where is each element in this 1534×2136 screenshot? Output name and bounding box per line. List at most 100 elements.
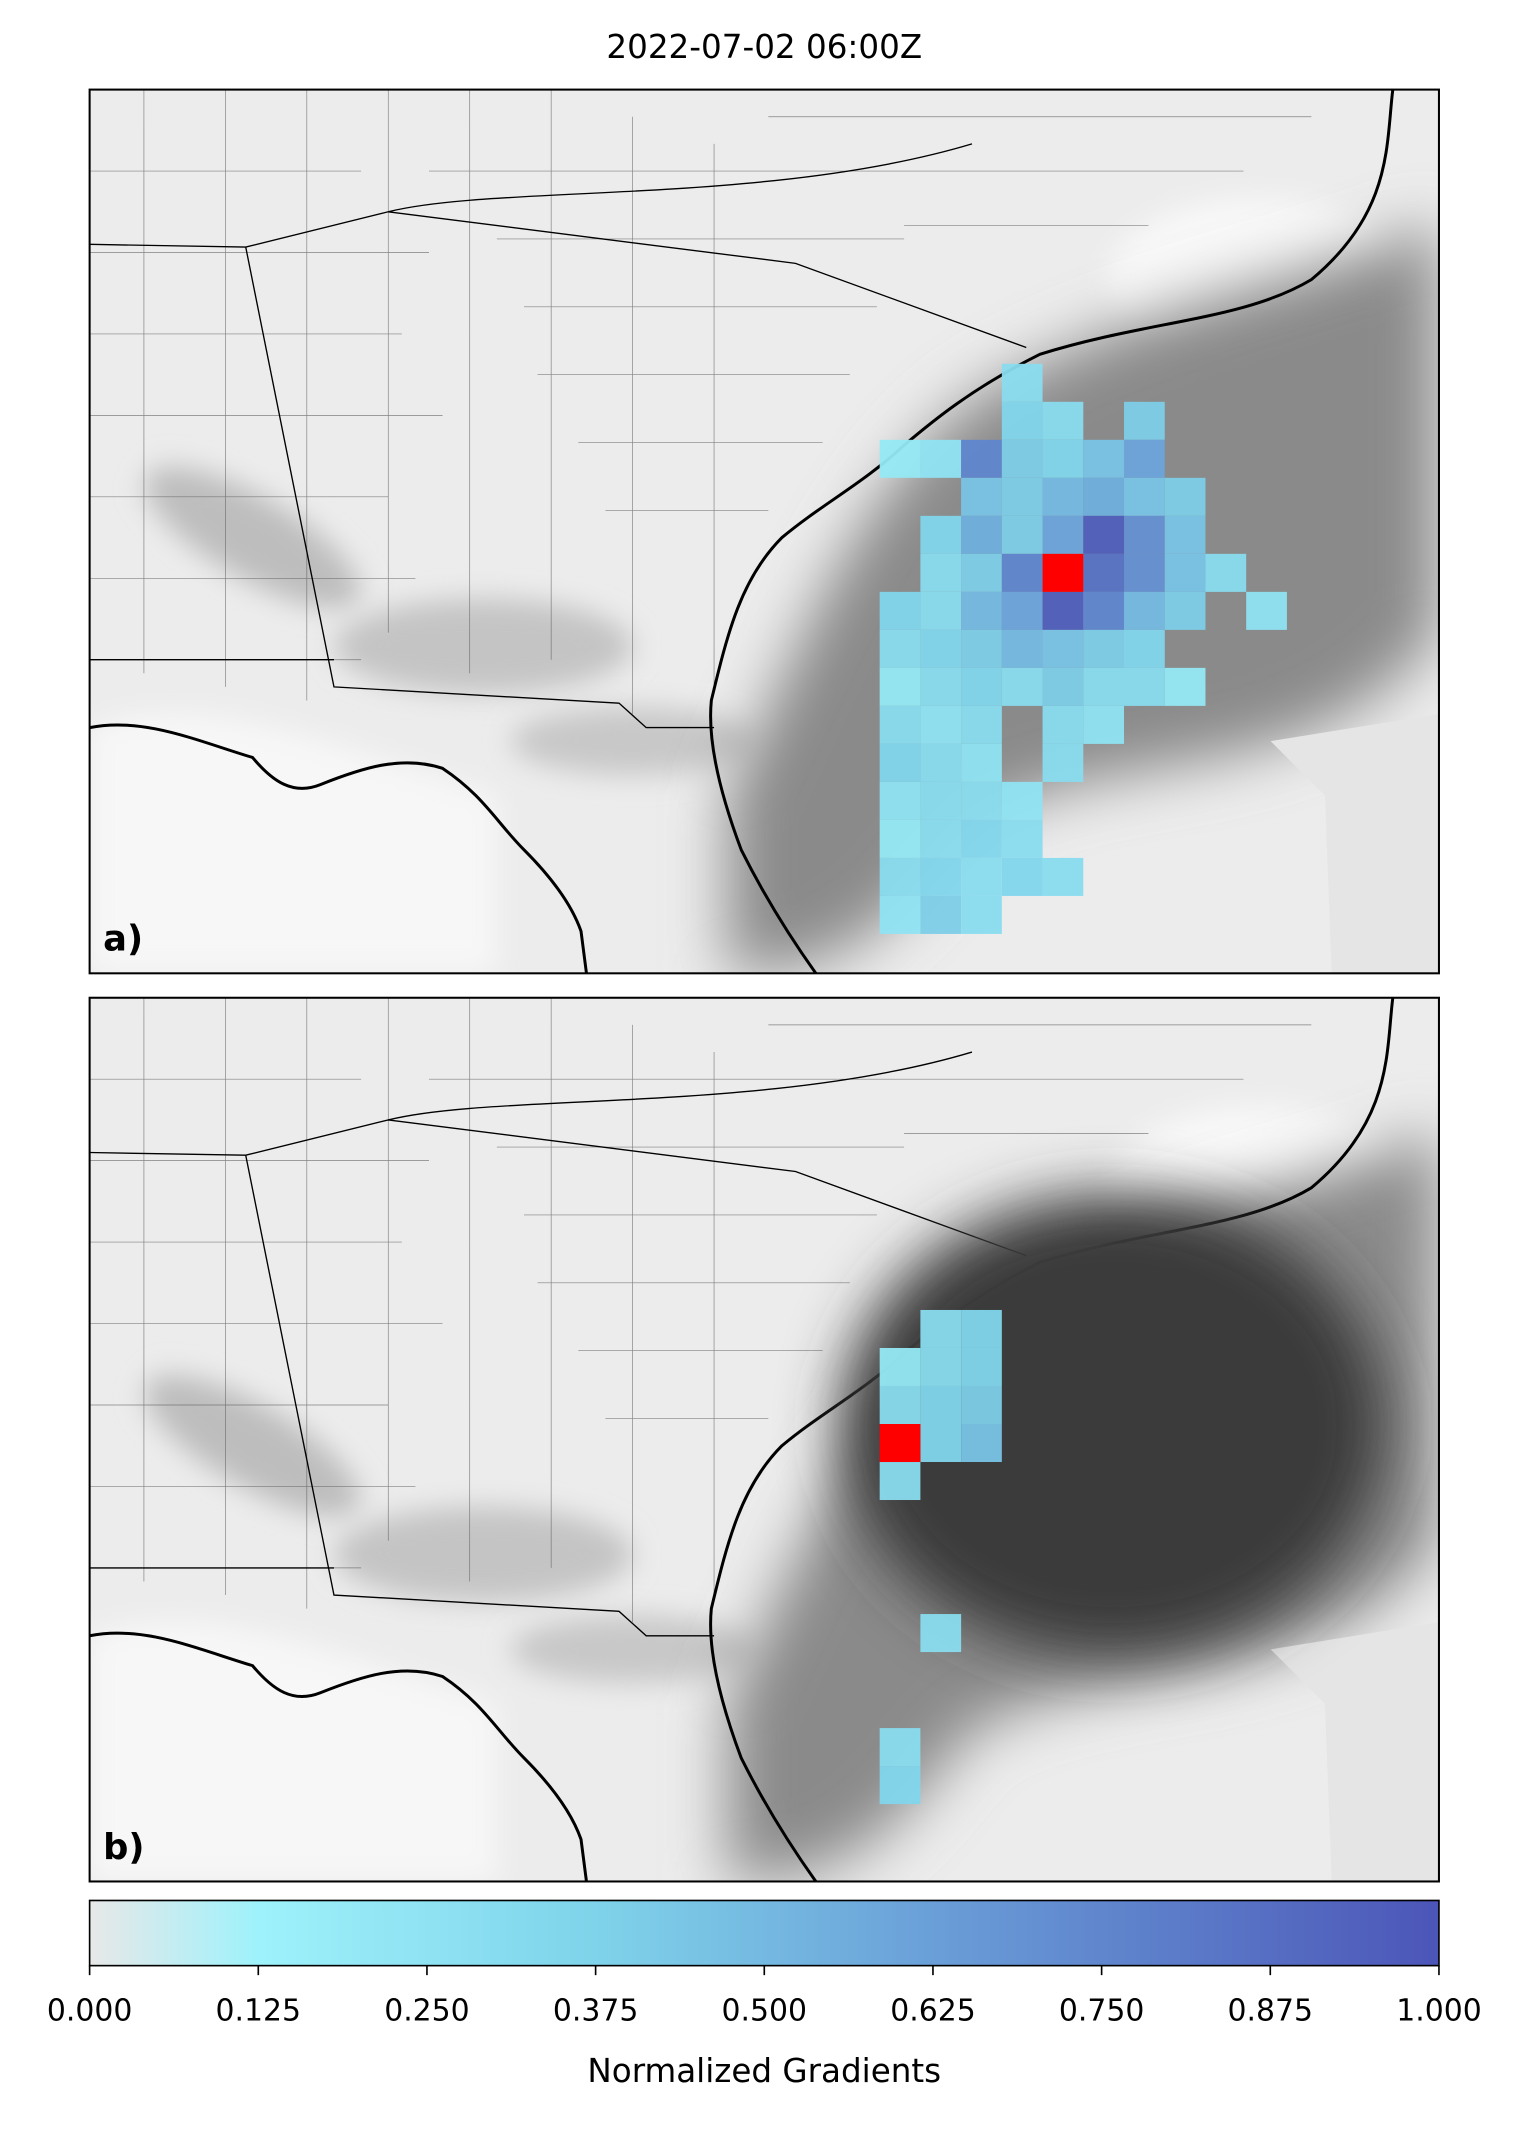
gradient-cell	[1246, 591, 1287, 630]
gradient-cell	[920, 667, 962, 706]
gradient-cell	[1042, 705, 1084, 744]
highlight-cell	[879, 1424, 921, 1463]
gradient-cell	[920, 439, 962, 478]
gradient-cell	[920, 591, 962, 630]
gradient-cell	[1164, 591, 1206, 630]
gradient-cell	[1083, 439, 1125, 478]
colorbar-tick-label: 0.625	[890, 1993, 975, 2028]
gradient-cell	[1083, 515, 1125, 554]
gradient-cell	[1164, 667, 1206, 706]
gradient-cell	[879, 1385, 921, 1424]
figure-title: 2022-07-02 06:00Z	[606, 28, 922, 66]
colorbar-tick-label: 0.875	[1228, 1993, 1313, 2028]
gradient-cell	[1164, 553, 1206, 592]
gradient-cell	[961, 1347, 1002, 1386]
gradient-cell	[1001, 553, 1043, 592]
gradient-cell	[879, 705, 921, 744]
gradient-cell	[1001, 819, 1043, 858]
panel-frame	[88, 88, 1440, 975]
gradient-cell	[1124, 439, 1165, 478]
gradient-cell	[1124, 629, 1165, 668]
colorbar-tick-label: 0.750	[1059, 1993, 1144, 2028]
gradient-cell	[879, 1728, 921, 1767]
gradient-cell	[1001, 515, 1043, 554]
gradient-cell	[879, 439, 921, 478]
gradient-cell	[961, 667, 1002, 706]
gradient-cell	[1083, 591, 1125, 630]
colorbar	[88, 1899, 1440, 1967]
heatmap-cells	[879, 1309, 1002, 1805]
gradient-cell	[1042, 401, 1084, 440]
gradient-cell	[1001, 667, 1043, 706]
gradient-cell	[1042, 629, 1084, 668]
gradient-cell	[1083, 553, 1125, 592]
gradient-cell	[879, 629, 921, 668]
gradient-cell	[920, 895, 962, 934]
gradient-cell	[1083, 477, 1125, 516]
gradient-cell	[1205, 553, 1247, 592]
colorbar-tick-label: 0.000	[47, 1993, 132, 2028]
gradient-cell	[1042, 743, 1084, 782]
gradient-cell	[920, 1309, 962, 1348]
heatmap-cells	[879, 363, 1287, 934]
gradient-cell	[1001, 629, 1043, 668]
gradient-cell	[920, 1385, 962, 1424]
gradient-cell	[961, 781, 1002, 820]
colorbar-tick-label: 0.500	[722, 1993, 807, 2028]
gradient-cell	[1001, 857, 1043, 896]
gradient-cell	[879, 743, 921, 782]
colorbar-label: Normalized Gradients	[587, 2052, 941, 2090]
gradient-cell	[879, 895, 921, 934]
gradient-cell	[961, 591, 1002, 630]
gradient-cell	[1001, 781, 1043, 820]
gradient-cell	[920, 705, 962, 744]
highlight-cell	[1042, 553, 1084, 592]
gradient-cell	[1124, 591, 1165, 630]
gradient-cell	[879, 857, 921, 896]
gradient-cell	[920, 629, 962, 668]
gradient-cell	[920, 857, 962, 896]
gradient-cell	[1164, 477, 1206, 516]
gradient-cell	[879, 819, 921, 858]
colorbar-tick-label: 0.250	[384, 1993, 469, 2028]
gradient-cell	[1083, 705, 1125, 744]
gradient-cell	[1124, 667, 1165, 706]
gradient-cell	[1042, 477, 1084, 516]
gradient-cell	[1001, 591, 1043, 630]
gradient-cell	[920, 819, 962, 858]
gradient-cell	[961, 1385, 1002, 1424]
gradient-cell	[1083, 629, 1125, 668]
gradient-cell	[879, 1766, 921, 1805]
gradient-cell	[1042, 439, 1084, 478]
gradient-cell	[1124, 401, 1165, 440]
colorbar-tick-label: 0.125	[216, 1993, 301, 2028]
gradient-cell	[879, 781, 921, 820]
gradient-cell	[961, 743, 1002, 782]
colorbar-tick-label: 1.000	[1396, 1993, 1481, 2028]
gradient-cell	[961, 819, 1002, 858]
map-panel-b	[90, 998, 1439, 1882]
gradient-cell	[961, 1309, 1002, 1348]
gradient-cell	[1042, 591, 1084, 630]
gradient-cell	[961, 439, 1002, 478]
gradient-cell	[920, 781, 962, 820]
gradient-cell	[1083, 667, 1125, 706]
gradient-cell	[920, 1424, 962, 1463]
panel-frame	[88, 996, 1440, 1883]
gradient-cell	[1001, 401, 1043, 440]
gradient-cell	[879, 667, 921, 706]
gradient-cell	[879, 1462, 921, 1501]
gradient-cell	[961, 515, 1002, 554]
gradient-cell	[1042, 667, 1084, 706]
gradient-cell	[961, 895, 1002, 934]
gradient-cell	[879, 1347, 921, 1386]
gradient-cell	[920, 1614, 962, 1653]
panel-label: a)	[103, 919, 143, 960]
gradient-cell	[1124, 477, 1165, 516]
gradient-cell	[1164, 515, 1206, 554]
gradient-cell	[961, 857, 1002, 896]
gradient-cell	[961, 705, 1002, 744]
map-panel-a	[90, 90, 1439, 974]
gradient-cell	[920, 515, 962, 554]
